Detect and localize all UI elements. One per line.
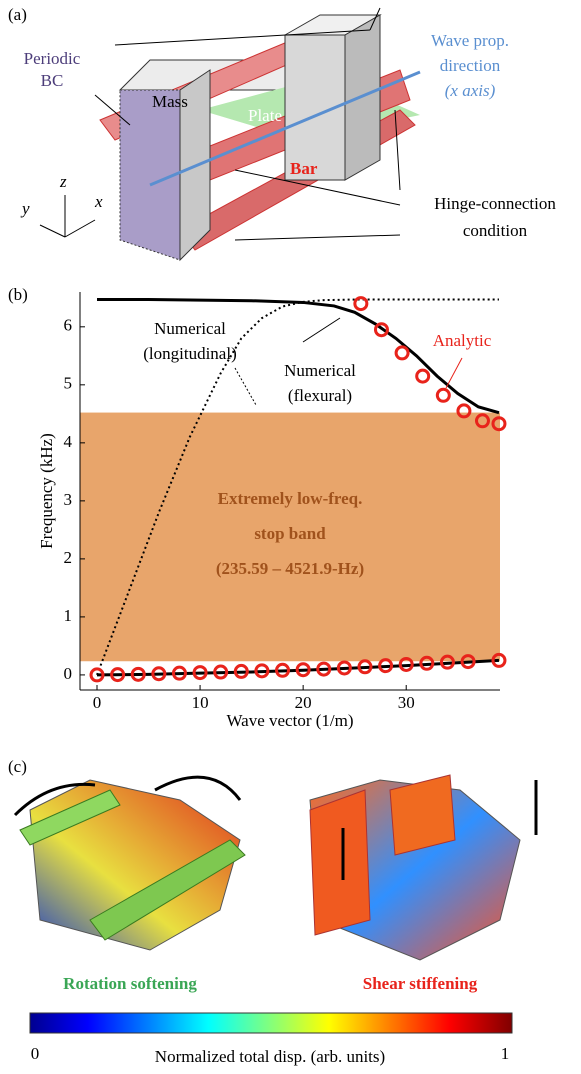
panel-label: (a) xyxy=(8,5,27,24)
pointer xyxy=(303,318,340,342)
stop-band-label: stop band xyxy=(254,524,326,543)
mode-label: Shear stiffening xyxy=(363,974,478,993)
annotation: Analytic xyxy=(433,331,492,350)
y-tick-label: 4 xyxy=(64,432,73,451)
figure: (a) Periodic BC Mass Plate Bar Wave prop… xyxy=(0,0,581,1074)
colorbar-tick-label: 1 xyxy=(501,1044,510,1063)
axis-arrow xyxy=(40,225,65,237)
wave-label: (x axis) xyxy=(445,81,496,100)
hinge-label: Hinge-connection xyxy=(434,194,556,213)
x-axis-label: Wave vector (1/m) xyxy=(226,711,353,730)
data-point xyxy=(355,298,367,310)
mode-label: Rotation softening xyxy=(63,974,197,993)
rotation-arrow xyxy=(155,777,240,800)
periodic-label: Periodic xyxy=(24,49,81,68)
wave-label: Wave prop. xyxy=(431,31,509,50)
hinge-label: condition xyxy=(463,221,528,240)
data-point xyxy=(396,347,408,359)
plate-label: Plate xyxy=(248,106,282,125)
y-tick-label: 1 xyxy=(64,606,73,625)
y-tick-label: 3 xyxy=(64,490,73,509)
stop-band-label: Extremely low-freq. xyxy=(218,489,363,508)
annotation: Numerical xyxy=(284,361,356,380)
axis-name: z xyxy=(59,172,67,191)
data-point xyxy=(437,389,449,401)
y-tick-label: 6 xyxy=(64,316,73,335)
axis-name: y xyxy=(20,199,30,218)
x-tick-label: 30 xyxy=(398,693,415,712)
x-tick-label: 20 xyxy=(295,693,312,712)
annotation: Numerical xyxy=(154,319,226,338)
colorbar xyxy=(30,1013,512,1033)
annotation: (longitudinal) xyxy=(143,344,236,363)
axis-name: x xyxy=(94,192,103,211)
x-tick-label: 0 xyxy=(93,693,102,712)
panel-a: (a) Periodic BC Mass Plate Bar Wave prop… xyxy=(8,5,556,260)
y-tick-label: 5 xyxy=(64,374,73,393)
y-tick-label: 0 xyxy=(64,664,73,683)
wave-label: direction xyxy=(440,56,501,75)
y-tick-label: 2 xyxy=(64,548,73,567)
colorbar-tick-label: 0 xyxy=(31,1044,40,1063)
panel-c: (c) Rotation softening Shear stiffening … xyxy=(8,757,536,1066)
pointer xyxy=(235,368,256,405)
colorbar-label: Normalized total disp. (arb. units) xyxy=(155,1047,385,1066)
panel-label: (b) xyxy=(8,285,28,304)
pointer xyxy=(446,358,462,388)
y-axis-label: Frequency (kHz) xyxy=(37,433,56,549)
x-tick-label: 10 xyxy=(192,693,209,712)
panel-label: (c) xyxy=(8,757,27,776)
bar-label: Bar xyxy=(290,159,318,178)
mass xyxy=(310,790,370,935)
periodic-label: BC xyxy=(41,71,64,90)
pointer xyxy=(235,235,400,240)
axis-arrow xyxy=(65,220,95,237)
mass-label: Mass xyxy=(152,92,188,111)
annotation: (flexural) xyxy=(288,386,352,405)
data-point xyxy=(417,370,429,382)
stop-band-label: (235.59 – 4521.9-Hz) xyxy=(216,559,364,578)
panel-b: (b) Wave vector (1/m) Frequency (kHz) Ex… xyxy=(8,285,505,730)
